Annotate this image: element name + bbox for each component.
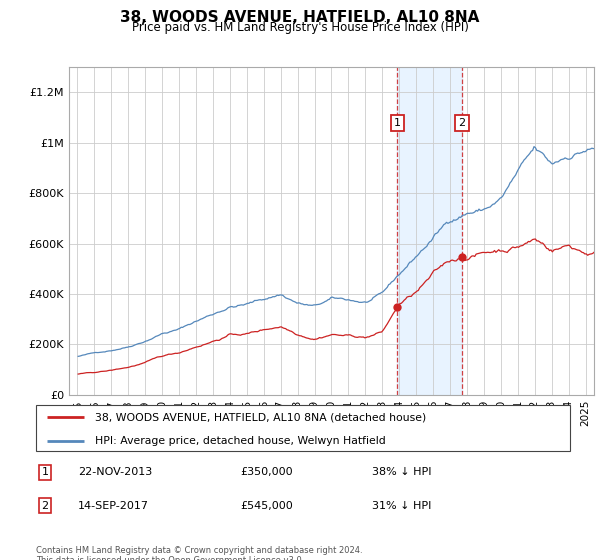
FancyBboxPatch shape bbox=[36, 405, 570, 451]
Text: 1: 1 bbox=[394, 118, 401, 128]
Text: 31% ↓ HPI: 31% ↓ HPI bbox=[372, 501, 431, 511]
Text: Contains HM Land Registry data © Crown copyright and database right 2024.
This d: Contains HM Land Registry data © Crown c… bbox=[36, 546, 362, 560]
Text: 38, WOODS AVENUE, HATFIELD, AL10 8NA: 38, WOODS AVENUE, HATFIELD, AL10 8NA bbox=[121, 10, 479, 25]
Text: HPI: Average price, detached house, Welwyn Hatfield: HPI: Average price, detached house, Welw… bbox=[95, 436, 385, 446]
Text: 22-NOV-2013: 22-NOV-2013 bbox=[78, 467, 152, 477]
Text: 2: 2 bbox=[458, 118, 466, 128]
Text: 2: 2 bbox=[41, 501, 49, 511]
Bar bbox=[397, 67, 462, 395]
Text: 1: 1 bbox=[41, 467, 49, 477]
Text: £350,000: £350,000 bbox=[240, 467, 293, 477]
Text: 38% ↓ HPI: 38% ↓ HPI bbox=[372, 467, 431, 477]
Text: 38, WOODS AVENUE, HATFIELD, AL10 8NA (detached house): 38, WOODS AVENUE, HATFIELD, AL10 8NA (de… bbox=[95, 412, 426, 422]
Text: Price paid vs. HM Land Registry's House Price Index (HPI): Price paid vs. HM Land Registry's House … bbox=[131, 21, 469, 34]
Text: 14-SEP-2017: 14-SEP-2017 bbox=[78, 501, 149, 511]
Text: £545,000: £545,000 bbox=[240, 501, 293, 511]
